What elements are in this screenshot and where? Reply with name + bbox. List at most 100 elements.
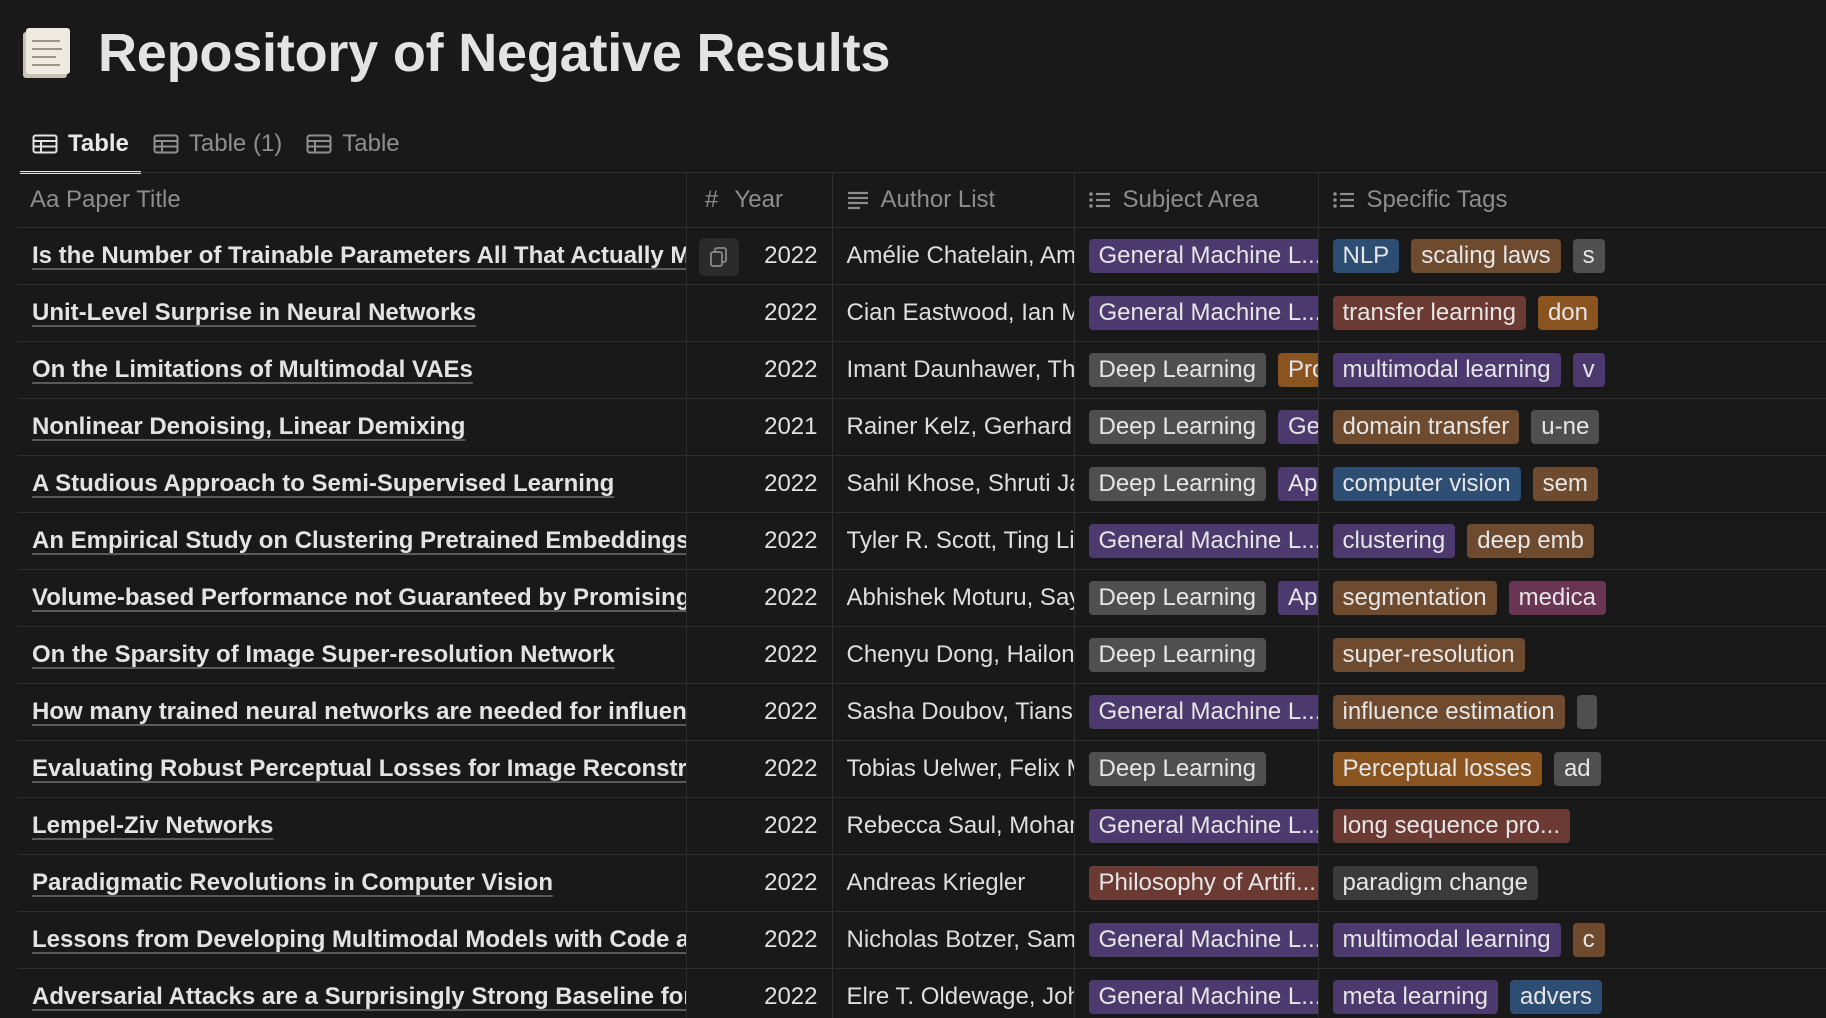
specific-tags-cell[interactable]: clustering deep emb <box>1318 512 1826 570</box>
specific-tag[interactable]: paradigm change <box>1332 866 1538 900</box>
paper-title-link[interactable]: Adversarial Attacks are a Surprisingly S… <box>32 983 685 1010</box>
specific-tag[interactable]: multimodal learning <box>1332 923 1561 957</box>
copy-icon[interactable] <box>698 238 739 276</box>
subject-area-tag[interactable]: Gener <box>1277 410 1317 444</box>
subject-area-cell[interactable]: General Machine L... <box>1074 512 1319 570</box>
paper-title-link[interactable]: On the Sparsity of Image Super-resolutio… <box>32 641 615 668</box>
author-list-cell[interactable]: Andreas Kriegler <box>832 854 1075 912</box>
subject-area-tag[interactable]: Proba <box>1277 353 1317 387</box>
specific-tag[interactable]: segmentation <box>1332 581 1497 615</box>
column-header-year[interactable]: # Year <box>686 173 833 228</box>
subject-area-tag[interactable]: Deep Learning <box>1088 638 1266 672</box>
table-row[interactable]: Evaluating Robust Perceptual Losses for … <box>18 740 1826 798</box>
subject-area-cell[interactable]: General Machine L... <box>1074 284 1319 342</box>
specific-tag[interactable]: clustering <box>1332 524 1456 558</box>
author-list-cell[interactable]: Rainer Kelz, Gerhard Wi <box>832 398 1075 456</box>
column-header-subject-area[interactable]: Subject Area <box>1074 173 1319 228</box>
table-row[interactable]: Paradigmatic Revolutions in Computer Vis… <box>18 854 1826 912</box>
table-row[interactable]: How many trained neural networks are nee… <box>18 683 1826 741</box>
specific-tag[interactable]: deep emb <box>1467 524 1594 558</box>
subject-area-cell[interactable]: Deep Learning <box>1074 626 1319 684</box>
subject-area-tag[interactable]: Applic <box>1277 467 1317 501</box>
year-cell[interactable]: 2021 <box>686 398 833 456</box>
subject-area-tag[interactable]: General Machine L... <box>1088 239 1317 273</box>
paper-title-cell[interactable]: A Studious Approach to Semi-Supervised L… <box>18 455 687 513</box>
year-cell[interactable]: 2022 <box>686 284 833 342</box>
paper-title-link[interactable]: How many trained neural networks are nee… <box>32 698 686 725</box>
column-header-paper-title[interactable]: Aa Paper Title <box>18 173 687 228</box>
author-list-cell[interactable]: Nicholas Botzer, Samee <box>832 911 1075 969</box>
year-cell[interactable]: 2022 <box>686 911 833 969</box>
author-list-cell[interactable]: Amélie Chatelain, Amine <box>832 227 1075 285</box>
year-cell[interactable]: 2022 <box>686 455 833 513</box>
table-row[interactable]: Lempel-Ziv Networks 2022 Rebecca Saul, Moh… <box>18 797 1826 855</box>
subject-area-cell[interactable]: Deep Learning Proba <box>1074 341 1319 399</box>
paper-title-cell[interactable]: How many trained neural networks are nee… <box>18 683 687 741</box>
specific-tags-cell[interactable]: computer vision sem <box>1318 455 1826 513</box>
paper-title-link[interactable]: A Studious Approach to Semi-Supervised L… <box>32 470 615 497</box>
specific-tag[interactable]: s <box>1572 239 1605 273</box>
subject-area-cell[interactable]: Deep Learning Gener <box>1074 398 1319 456</box>
year-cell[interactable]: 2022 <box>686 626 833 684</box>
specific-tags-cell[interactable]: Perceptual losses ad <box>1318 740 1826 798</box>
paper-title-cell[interactable]: On the Sparsity of Image Super-resolutio… <box>18 626 687 684</box>
paper-title-link[interactable]: Evaluating Robust Perceptual Losses for … <box>32 755 686 782</box>
subject-area-cell[interactable]: General Machine L... <box>1074 968 1319 1018</box>
year-cell[interactable]: 2022 <box>686 797 833 855</box>
tab-table-view-0[interactable]: Table <box>20 116 141 174</box>
specific-tags-cell[interactable]: meta learning advers <box>1318 968 1826 1018</box>
specific-tag[interactable]: multimodal learning <box>1332 353 1561 387</box>
specific-tags-cell[interactable]: multimodal learning c <box>1318 911 1826 969</box>
specific-tags-cell[interactable]: domain transfer u-ne <box>1318 398 1826 456</box>
subject-area-cell[interactable]: General Machine L... <box>1074 797 1319 855</box>
table-row[interactable]: An Empirical Study on Clustering Pretrai… <box>18 512 1826 570</box>
subject-area-tag[interactable]: Applic <box>1277 581 1317 615</box>
paper-title-link[interactable]: Paradigmatic Revolutions in Computer Vis… <box>32 869 553 896</box>
paper-title-link[interactable]: Lempel-Ziv Networks <box>32 812 274 839</box>
specific-tags-cell[interactable]: NLP scaling laws s <box>1318 227 1826 285</box>
paper-title-link[interactable]: Volume-based Performance not Guaranteed … <box>32 584 686 611</box>
tab-table-view-1[interactable]: Table (1) <box>141 116 294 172</box>
subject-area-tag[interactable]: Deep Learning <box>1088 752 1266 786</box>
paper-title-cell[interactable]: Is the Number of Trainable Parameters Al… <box>18 227 687 285</box>
year-cell[interactable]: 2022 <box>686 569 833 627</box>
specific-tag[interactable]: scaling laws <box>1411 239 1561 273</box>
specific-tag[interactable]: advers <box>1509 980 1602 1014</box>
paper-title-cell[interactable]: Evaluating Robust Perceptual Losses for … <box>18 740 687 798</box>
year-cell[interactable]: 2022 <box>686 341 833 399</box>
table-row[interactable]: Lessons from Developing Multimodal Model… <box>18 911 1826 969</box>
paper-title-cell[interactable]: Adversarial Attacks are a Surprisingly S… <box>18 968 687 1018</box>
subject-area-tag[interactable]: Deep Learning <box>1088 467 1266 501</box>
column-header-specific-tags[interactable]: Specific Tags <box>1318 173 1826 228</box>
table-row[interactable]: Nonlinear Denoising, Linear Demixing 2021… <box>18 398 1826 456</box>
subject-area-cell[interactable]: Philosophy of Artifi... <box>1074 854 1319 912</box>
subject-area-tag[interactable]: Deep Learning <box>1088 353 1266 387</box>
paper-title-link[interactable]: Unit-Level Surprise in Neural Networks <box>32 299 477 326</box>
year-cell[interactable]: 2022 <box>686 968 833 1018</box>
specific-tag[interactable]: meta learning <box>1332 980 1498 1014</box>
author-list-cell[interactable]: Cian Eastwood, Ian Mas <box>832 284 1075 342</box>
year-cell[interactable]: 2022 <box>686 227 833 285</box>
specific-tag[interactable]: ad <box>1553 752 1601 786</box>
paper-title-cell[interactable]: On the Limitations of Multimodal VAEs <box>18 341 687 399</box>
specific-tags-cell[interactable]: transfer learning don <box>1318 284 1826 342</box>
specific-tag[interactable]: long sequence pro... <box>1332 809 1570 843</box>
specific-tags-cell[interactable]: segmentation medica <box>1318 569 1826 627</box>
subject-area-tag[interactable]: General Machine L... <box>1088 809 1317 843</box>
table-row[interactable]: Unit-Level Surprise in Neural Networks 20… <box>18 284 1826 342</box>
paper-title-link[interactable]: On the Limitations of Multimodal VAEs <box>32 356 473 383</box>
specific-tag[interactable]: v <box>1572 353 1605 387</box>
specific-tag[interactable]: super-resolution <box>1332 638 1525 672</box>
subject-area-tag[interactable]: General Machine L... <box>1088 524 1317 558</box>
paper-title-link[interactable]: Lessons from Developing Multimodal Model… <box>32 926 685 953</box>
subject-area-tag[interactable]: Philosophy of Artifi... <box>1088 866 1317 900</box>
subject-area-tag[interactable]: General Machine L... <box>1088 695 1317 729</box>
specific-tag[interactable]: domain transfer <box>1332 410 1520 444</box>
paper-title-cell[interactable]: Unit-Level Surprise in Neural Networks <box>18 284 687 342</box>
specific-tags-cell[interactable]: multimodal learning v <box>1318 341 1826 399</box>
year-cell[interactable]: 2022 <box>686 740 833 798</box>
subject-area-tag[interactable]: General Machine L... <box>1088 296 1317 330</box>
specific-tag[interactable]: medica <box>1508 581 1606 615</box>
year-cell[interactable]: 2022 <box>686 854 833 912</box>
paper-title-cell[interactable]: Volume-based Performance not Guaranteed … <box>18 569 687 627</box>
